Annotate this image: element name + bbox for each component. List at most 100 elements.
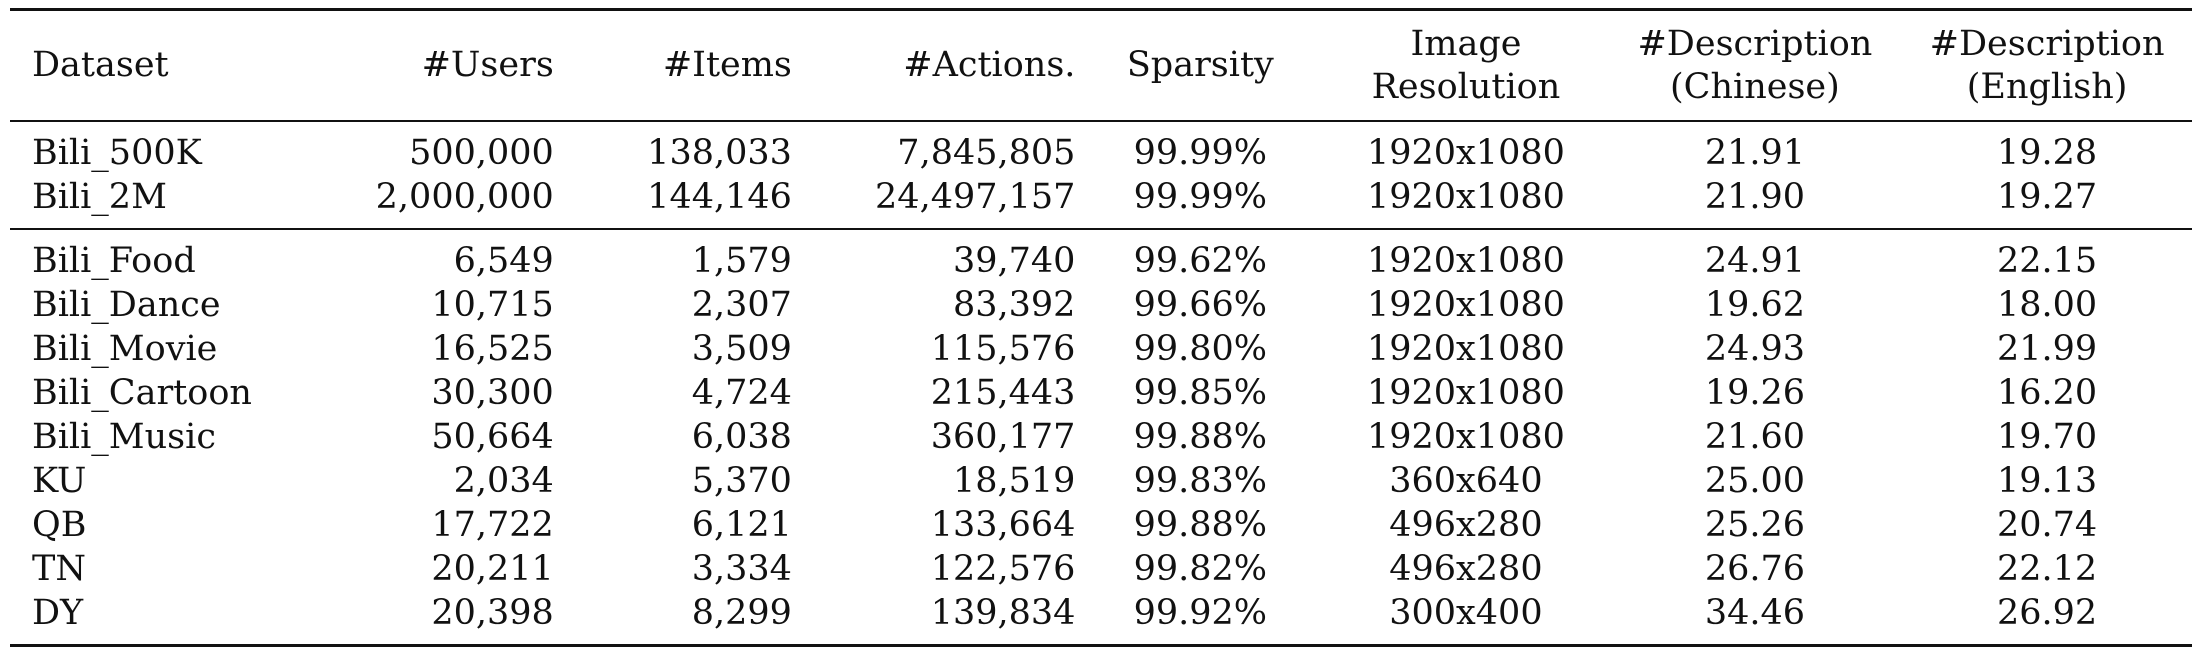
cell-description-chinese: 19.62	[1704, 284, 1806, 325]
cell-sparsity: 99.82%	[1133, 548, 1268, 589]
header-description-english-line1: #Description	[1929, 24, 2165, 64]
cell-sparsity: 99.92%	[1076, 591, 1325, 648]
cell-dataset: Bili_Food	[32, 240, 196, 281]
cell-actions: 122,576	[930, 548, 1076, 589]
header-description-chinese: #Description (Chinese)	[1608, 10, 1903, 122]
cell-description-english: 19.70	[1996, 416, 2098, 457]
cell-description-chinese: 34.46	[1607, 591, 1903, 648]
cell-dataset: Bili_Music	[32, 416, 216, 457]
cell-sparsity: 99.66%	[1133, 284, 1268, 325]
cell-description-english: 18.00	[1996, 284, 2098, 325]
cell-dataset: Bili_Cartoon	[32, 372, 252, 413]
cell-sparsity: 99.99%	[1133, 176, 1268, 217]
cell-items: 1,579	[691, 240, 792, 281]
cell-items: 3,509	[691, 328, 792, 369]
cell-sparsity: 99.88%	[1133, 504, 1268, 545]
table-row: QB 17,722 6,121 133,664 99.88% 496x280 2…	[10, 503, 2192, 547]
cell-actions: 18,519	[952, 460, 1076, 501]
cell-users: 17,722	[431, 504, 554, 545]
cell-actions: 7,845,805	[897, 132, 1076, 173]
cell-resolution: 1920x1080	[1366, 132, 1565, 173]
header-users: #Users	[421, 45, 554, 86]
cell-description-chinese: 24.93	[1704, 328, 1806, 369]
header-dataset: Dataset	[32, 45, 169, 86]
cell-resolution: 1920x1080	[1366, 328, 1565, 369]
cell-description-chinese: 26.76	[1704, 548, 1806, 589]
cell-actions: 115,576	[930, 328, 1076, 369]
cell-description-chinese: 25.26	[1704, 504, 1806, 545]
cell-users: 2,034	[453, 460, 554, 501]
table-row: Bili_500K 500,000 138,033 7,845,805 99.9…	[10, 121, 2192, 175]
header-image-resolution-line1: Image	[1410, 24, 1522, 64]
cell-resolution: 1920x1080	[1366, 176, 1565, 217]
table-group-small: Bili_Food 6,549 1,579 39,740 99.62% 1920…	[10, 229, 2192, 648]
table-row: Bili_2M 2,000,000 144,146 24,497,157 99.…	[10, 175, 2192, 229]
cell-sparsity: 99.83%	[1133, 460, 1268, 501]
cell-resolution: 1920x1080	[1366, 416, 1565, 457]
cell-resolution: 360x640	[1389, 460, 1543, 501]
cell-dataset: DY	[10, 591, 282, 648]
cell-users: 20,398	[281, 591, 555, 648]
cell-actions: 133,664	[930, 504, 1076, 545]
cell-actions: 360,177	[930, 416, 1076, 457]
header-description-chinese-line1: #Description	[1637, 24, 1873, 64]
cell-resolution: 1920x1080	[1366, 240, 1565, 281]
cell-description-english: 22.15	[1996, 240, 2098, 281]
cell-sparsity: 99.62%	[1133, 240, 1268, 281]
header-row: Dataset #Users #Items #Actions. Sparsity…	[10, 9, 2192, 122]
cell-actions: 83,392	[952, 284, 1076, 325]
header-actions: #Actions.	[903, 45, 1076, 86]
cell-resolution: 496x280	[1389, 504, 1543, 545]
cell-resolution: 1920x1080	[1366, 372, 1565, 413]
cell-dataset: TN	[32, 548, 86, 589]
header-items: #Items	[662, 45, 792, 86]
cell-sparsity: 99.80%	[1133, 328, 1268, 369]
cell-description-chinese: 21.60	[1704, 416, 1806, 457]
cell-sparsity: 99.99%	[1133, 132, 1268, 173]
cell-description-chinese: 25.00	[1704, 460, 1806, 501]
cell-resolution: 1920x1080	[1366, 284, 1565, 325]
table-header: Dataset #Users #Items #Actions. Sparsity…	[10, 9, 2192, 122]
cell-items: 8,299	[554, 591, 793, 648]
cell-items: 138,033	[647, 132, 792, 173]
table-row: Bili_Cartoon 30,300 4,724 215,443 99.85%…	[10, 371, 2192, 415]
cell-users: 2,000,000	[375, 176, 554, 217]
cell-users: 500,000	[409, 132, 554, 173]
table-row: Bili_Music 50,664 6,038 360,177 99.88% 1…	[10, 415, 2192, 459]
cell-items: 6,038	[691, 416, 792, 457]
table-row: Bili_Food 6,549 1,579 39,740 99.62% 1920…	[10, 229, 2192, 283]
cell-users: 50,664	[431, 416, 554, 457]
header-description-english: #Description (English)	[1902, 10, 2192, 122]
cell-description-english: 22.12	[1996, 548, 2098, 589]
cell-users: 20,211	[431, 548, 554, 589]
cell-users: 10,715	[431, 284, 554, 325]
dataset-statistics-table-wrapper: Dataset #Users #Items #Actions. Sparsity…	[10, 8, 2192, 648]
dataset-statistics-table: Dataset #Users #Items #Actions. Sparsity…	[10, 8, 2192, 648]
table-row: KU 2,034 5,370 18,519 99.83% 360x640 25.…	[10, 459, 2192, 503]
table-row: Bili_Movie 16,525 3,509 115,576 99.80% 1…	[10, 327, 2192, 371]
cell-description-chinese: 21.90	[1704, 176, 1806, 217]
cell-description-chinese: 24.91	[1704, 240, 1806, 281]
cell-dataset: QB	[32, 504, 87, 545]
cell-description-chinese: 21.91	[1704, 132, 1806, 173]
cell-items: 3,334	[691, 548, 792, 589]
cell-dataset: Bili_2M	[32, 176, 167, 217]
header-description-chinese-line2: (Chinese)	[1670, 66, 1840, 107]
cell-dataset: Bili_500K	[32, 132, 202, 173]
cell-description-english: 26.92	[1902, 591, 2192, 648]
cell-dataset: KU	[32, 460, 87, 501]
cell-items: 4,724	[691, 372, 792, 413]
cell-actions: 24,497,157	[875, 176, 1076, 217]
cell-description-english: 19.13	[1996, 460, 2098, 501]
table-group-large: Bili_500K 500,000 138,033 7,845,805 99.9…	[10, 121, 2192, 229]
cell-dataset: Bili_Movie	[32, 328, 218, 369]
cell-items: 5,370	[691, 460, 792, 501]
cell-items: 144,146	[647, 176, 792, 217]
cell-actions: 39,740	[952, 240, 1076, 281]
cell-resolution: 496x280	[1389, 548, 1543, 589]
table-row: DY 20,398 8,299 139,834 99.92% 300x400 3…	[10, 591, 2192, 648]
cell-sparsity: 99.88%	[1133, 416, 1268, 457]
header-description-english-line2: (English)	[1966, 66, 2128, 107]
header-image-resolution-line2: Resolution	[1371, 66, 1561, 107]
cell-resolution: 300x400	[1324, 591, 1608, 648]
